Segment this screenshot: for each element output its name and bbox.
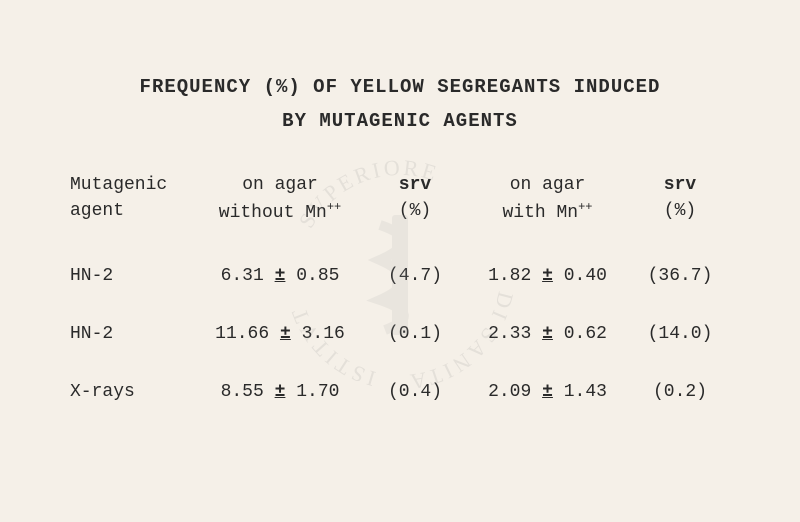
cell-agent: HN-2 (60, 266, 190, 286)
data-table: Mutagenic agent on agar without Mn++ srv… (60, 173, 740, 401)
table-row: X-rays 8.55 ± 1.70 (0.4) 2.09 ± 1.43 (0.… (60, 382, 740, 402)
header-srv-with: srv (%) (635, 173, 725, 225)
header-agent: Mutagenic agent (60, 173, 190, 225)
cell-without-mn: 11.66 ± 3.16 (190, 324, 370, 344)
cell-srv-without: (0.4) (370, 382, 460, 402)
page-title: FREQUENCY (%) OF YELLOW SEGREGANTS INDUC… (60, 70, 740, 138)
cell-without-mn: 8.55 ± 1.70 (190, 382, 370, 402)
title-line-2: BY MUTAGENIC AGENTS (60, 104, 740, 138)
cell-without-mn: 6.31 ± 0.85 (190, 266, 370, 286)
header-without-mn: on agar without Mn++ (190, 173, 370, 225)
cell-srv-with: (0.2) (635, 382, 725, 402)
header-srv-without: srv (%) (370, 173, 460, 225)
table-row: HN-2 11.66 ± 3.16 (0.1) 2.33 ± 0.62 (14.… (60, 324, 740, 344)
table-row: HN-2 6.31 ± 0.85 (4.7) 1.82 ± 0.40 (36.7… (60, 266, 740, 286)
cell-with-mn: 1.82 ± 0.40 (460, 266, 635, 286)
cell-srv-with: (14.0) (635, 324, 725, 344)
cell-with-mn: 2.33 ± 0.62 (460, 324, 635, 344)
cell-srv-without: (0.1) (370, 324, 460, 344)
table-header-row: Mutagenic agent on agar without Mn++ srv… (60, 173, 740, 225)
title-line-1: FREQUENCY (%) OF YELLOW SEGREGANTS INDUC… (60, 70, 740, 104)
cell-agent: HN-2 (60, 324, 190, 344)
cell-srv-without: (4.7) (370, 266, 460, 286)
cell-agent: X-rays (60, 382, 190, 402)
cell-srv-with: (36.7) (635, 266, 725, 286)
header-with-mn: on agar with Mn++ (460, 173, 635, 225)
cell-with-mn: 2.09 ± 1.43 (460, 382, 635, 402)
